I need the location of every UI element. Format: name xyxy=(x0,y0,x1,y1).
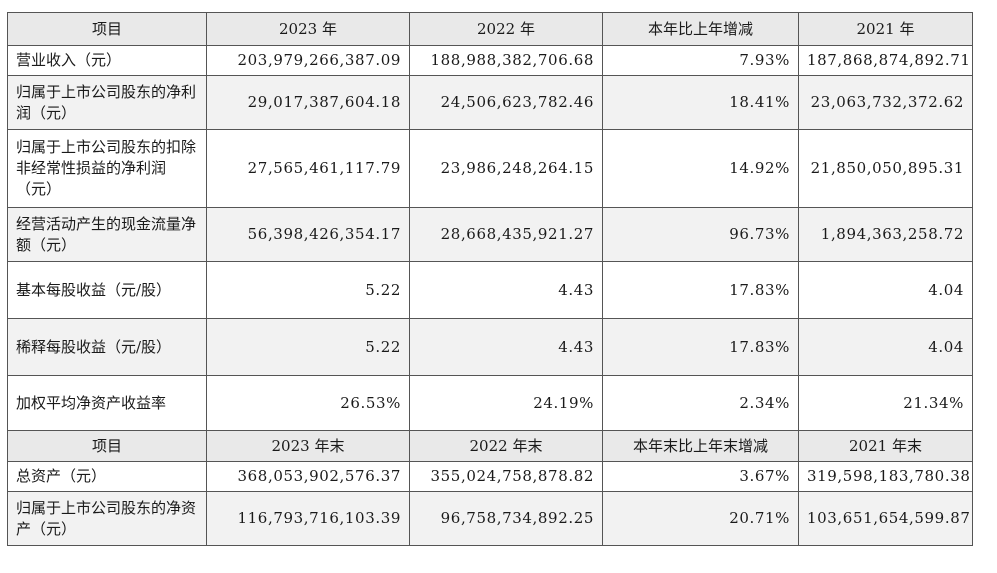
value-2023-end: 368,053,902,576.37 xyxy=(206,461,410,492)
value-2023: 29,017,387,604.18 xyxy=(206,75,410,130)
header-row-year-end: 项目 2023 年末 2022 年末 本年末比上年末增减 2021 年末 xyxy=(7,430,973,462)
financial-summary-table: 项目 2023 年 2022 年 本年比上年增减 2021 年 营业收入（元） … xyxy=(7,12,973,546)
value-2022: 23,986,248,264.15 xyxy=(409,129,603,208)
header-cell-change-end: 本年末比上年末增减 xyxy=(602,430,799,462)
value-2021: 21,850,050,895.31 xyxy=(798,129,973,208)
row-operating-cash-flow: 经营活动产生的现金流量净额（元） 56,398,426,354.17 28,66… xyxy=(7,207,973,262)
header-cell-2022-end: 2022 年末 xyxy=(409,430,603,462)
header-cell-2021-end: 2021 年末 xyxy=(798,430,973,462)
value-2022: 24.19% xyxy=(409,375,603,431)
row-label: 加权平均净资产收益率 xyxy=(7,375,207,431)
value-2022: 4.43 xyxy=(409,261,603,319)
value-2022: 28,668,435,921.27 xyxy=(409,207,603,262)
value-change-end: 20.71% xyxy=(602,491,799,546)
row-net-assets: 归属于上市公司股东的净资产（元） 116,793,716,103.39 96,7… xyxy=(7,491,973,546)
row-weighted-roe: 加权平均净资产收益率 26.53% 24.19% 2.34% 21.34% xyxy=(7,375,973,431)
row-operating-revenue: 营业收入（元） 203,979,266,387.09 188,988,382,7… xyxy=(7,45,973,76)
value-2023: 26.53% xyxy=(206,375,410,431)
row-label: 稀释每股收益（元/股） xyxy=(7,318,207,376)
row-total-assets: 总资产（元） 368,053,902,576.37 355,024,758,87… xyxy=(7,461,973,492)
row-label: 归属于上市公司股东的净资产（元） xyxy=(7,491,207,546)
value-change: 14.92% xyxy=(602,129,799,208)
value-2021-end: 103,651,654,599.87 xyxy=(798,491,973,546)
row-label: 经营活动产生的现金流量净额（元） xyxy=(7,207,207,262)
header-cell-2021: 2021 年 xyxy=(798,12,973,46)
value-2021: 23,063,732,372.62 xyxy=(798,75,973,130)
value-change: 18.41% xyxy=(602,75,799,130)
value-2021: 187,868,874,892.71 xyxy=(798,45,973,76)
header-cell-2023-end: 2023 年末 xyxy=(206,430,410,462)
value-change: 7.93% xyxy=(602,45,799,76)
header-cell-change: 本年比上年增减 xyxy=(602,12,799,46)
header-row-annual: 项目 2023 年 2022 年 本年比上年增减 2021 年 xyxy=(7,12,973,46)
row-diluted-eps: 稀释每股收益（元/股） 5.22 4.43 17.83% 4.04 xyxy=(7,318,973,376)
value-2022: 24,506,623,782.46 xyxy=(409,75,603,130)
value-change-end: 3.67% xyxy=(602,461,799,492)
row-net-profit-excluding-nonrecurring: 归属于上市公司股东的扣除非经常性损益的净利润（元） 27,565,461,117… xyxy=(7,129,973,208)
row-net-profit: 归属于上市公司股东的净利润（元） 29,017,387,604.18 24,50… xyxy=(7,75,973,130)
row-label: 营业收入（元） xyxy=(7,45,207,76)
value-2023: 5.22 xyxy=(206,261,410,319)
value-2023-end: 116,793,716,103.39 xyxy=(206,491,410,546)
value-change: 96.73% xyxy=(602,207,799,262)
header-cell-2023: 2023 年 xyxy=(206,12,410,46)
value-change: 17.83% xyxy=(602,261,799,319)
value-change: 2.34% xyxy=(602,375,799,431)
value-2022-end: 96,758,734,892.25 xyxy=(409,491,603,546)
row-label: 总资产（元） xyxy=(7,461,207,492)
value-2021: 4.04 xyxy=(798,261,973,319)
value-2022: 4.43 xyxy=(409,318,603,376)
header-cell-item: 项目 xyxy=(7,430,207,462)
header-cell-item: 项目 xyxy=(7,12,207,46)
value-2022: 188,988,382,706.68 xyxy=(409,45,603,76)
value-2022-end: 355,024,758,878.82 xyxy=(409,461,603,492)
value-2021: 21.34% xyxy=(798,375,973,431)
value-2021: 1,894,363,258.72 xyxy=(798,207,973,262)
value-2023: 56,398,426,354.17 xyxy=(206,207,410,262)
row-label: 归属于上市公司股东的净利润（元） xyxy=(7,75,207,130)
value-2023: 203,979,266,387.09 xyxy=(206,45,410,76)
value-2023: 27,565,461,117.79 xyxy=(206,129,410,208)
value-2021-end: 319,598,183,780.38 xyxy=(798,461,973,492)
row-label: 基本每股收益（元/股） xyxy=(7,261,207,319)
value-2021: 4.04 xyxy=(798,318,973,376)
header-cell-2022: 2022 年 xyxy=(409,12,603,46)
row-basic-eps: 基本每股收益（元/股） 5.22 4.43 17.83% 4.04 xyxy=(7,261,973,319)
value-2023: 5.22 xyxy=(206,318,410,376)
value-change: 17.83% xyxy=(602,318,799,376)
row-label: 归属于上市公司股东的扣除非经常性损益的净利润（元） xyxy=(7,129,207,208)
